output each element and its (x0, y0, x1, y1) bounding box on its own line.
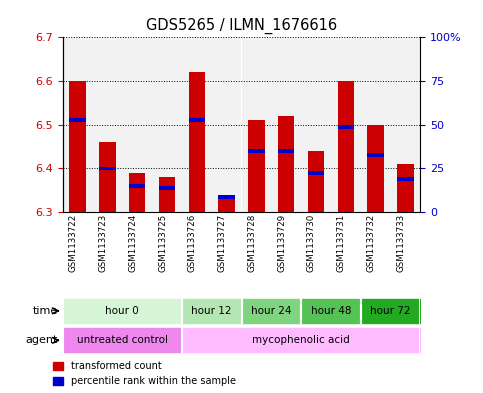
Text: GSM1133724: GSM1133724 (128, 214, 137, 272)
Bar (182, 37, 212, 212)
Bar (248, 120, 265, 212)
Text: GSM1133725: GSM1133725 (158, 214, 167, 272)
Bar (70, 118, 86, 122)
Bar (368, 125, 384, 212)
Text: GDS5265 / ILMN_1676616: GDS5265 / ILMN_1676616 (146, 18, 337, 34)
Bar (361, 37, 390, 212)
Text: hour 0: hour 0 (105, 306, 139, 316)
Text: GSM1133722: GSM1133722 (69, 214, 78, 272)
Bar (278, 149, 294, 153)
Text: GSM1133727: GSM1133727 (218, 214, 227, 272)
Bar (159, 177, 175, 212)
Bar (93, 37, 122, 212)
Bar (301, 37, 331, 212)
Bar (129, 173, 145, 212)
Bar (159, 186, 175, 190)
Text: untreated control: untreated control (77, 335, 168, 345)
Bar (63, 37, 93, 212)
Bar (308, 151, 324, 212)
Bar (122, 37, 152, 212)
Bar (99, 142, 115, 212)
Text: agent: agent (26, 335, 58, 345)
Text: hour 24: hour 24 (251, 306, 292, 316)
Text: GSM1133728: GSM1133728 (247, 214, 256, 272)
Bar (308, 171, 324, 175)
Bar (70, 81, 86, 212)
Text: GSM1133730: GSM1133730 (307, 214, 316, 272)
Bar (397, 178, 413, 182)
Bar (248, 149, 265, 153)
Bar (152, 37, 182, 212)
Text: GSM1133731: GSM1133731 (337, 214, 346, 272)
Bar (242, 37, 271, 212)
Text: hour 12: hour 12 (191, 306, 232, 316)
Bar (218, 195, 235, 212)
Bar (368, 153, 384, 157)
Bar (338, 81, 354, 212)
Text: GSM1133732: GSM1133732 (367, 214, 376, 272)
Bar (397, 164, 413, 212)
Text: GSM1133729: GSM1133729 (277, 214, 286, 272)
Bar (99, 167, 115, 171)
Bar (338, 125, 354, 129)
Legend: transformed count, percentile rank within the sample: transformed count, percentile rank withi… (53, 361, 236, 386)
Bar (218, 195, 235, 199)
Bar (271, 37, 301, 212)
Text: hour 48: hour 48 (311, 306, 351, 316)
Bar (129, 184, 145, 188)
Text: GSM1133726: GSM1133726 (188, 214, 197, 272)
Text: GSM1133733: GSM1133733 (397, 214, 405, 272)
Bar (331, 37, 361, 212)
Bar (390, 37, 420, 212)
Bar (212, 37, 242, 212)
Bar (278, 116, 294, 212)
Text: time: time (33, 306, 58, 316)
Text: hour 72: hour 72 (370, 306, 411, 316)
Text: GSM1133723: GSM1133723 (99, 214, 108, 272)
Text: mycophenolic acid: mycophenolic acid (252, 335, 350, 345)
Bar (189, 118, 205, 122)
Bar (189, 72, 205, 212)
